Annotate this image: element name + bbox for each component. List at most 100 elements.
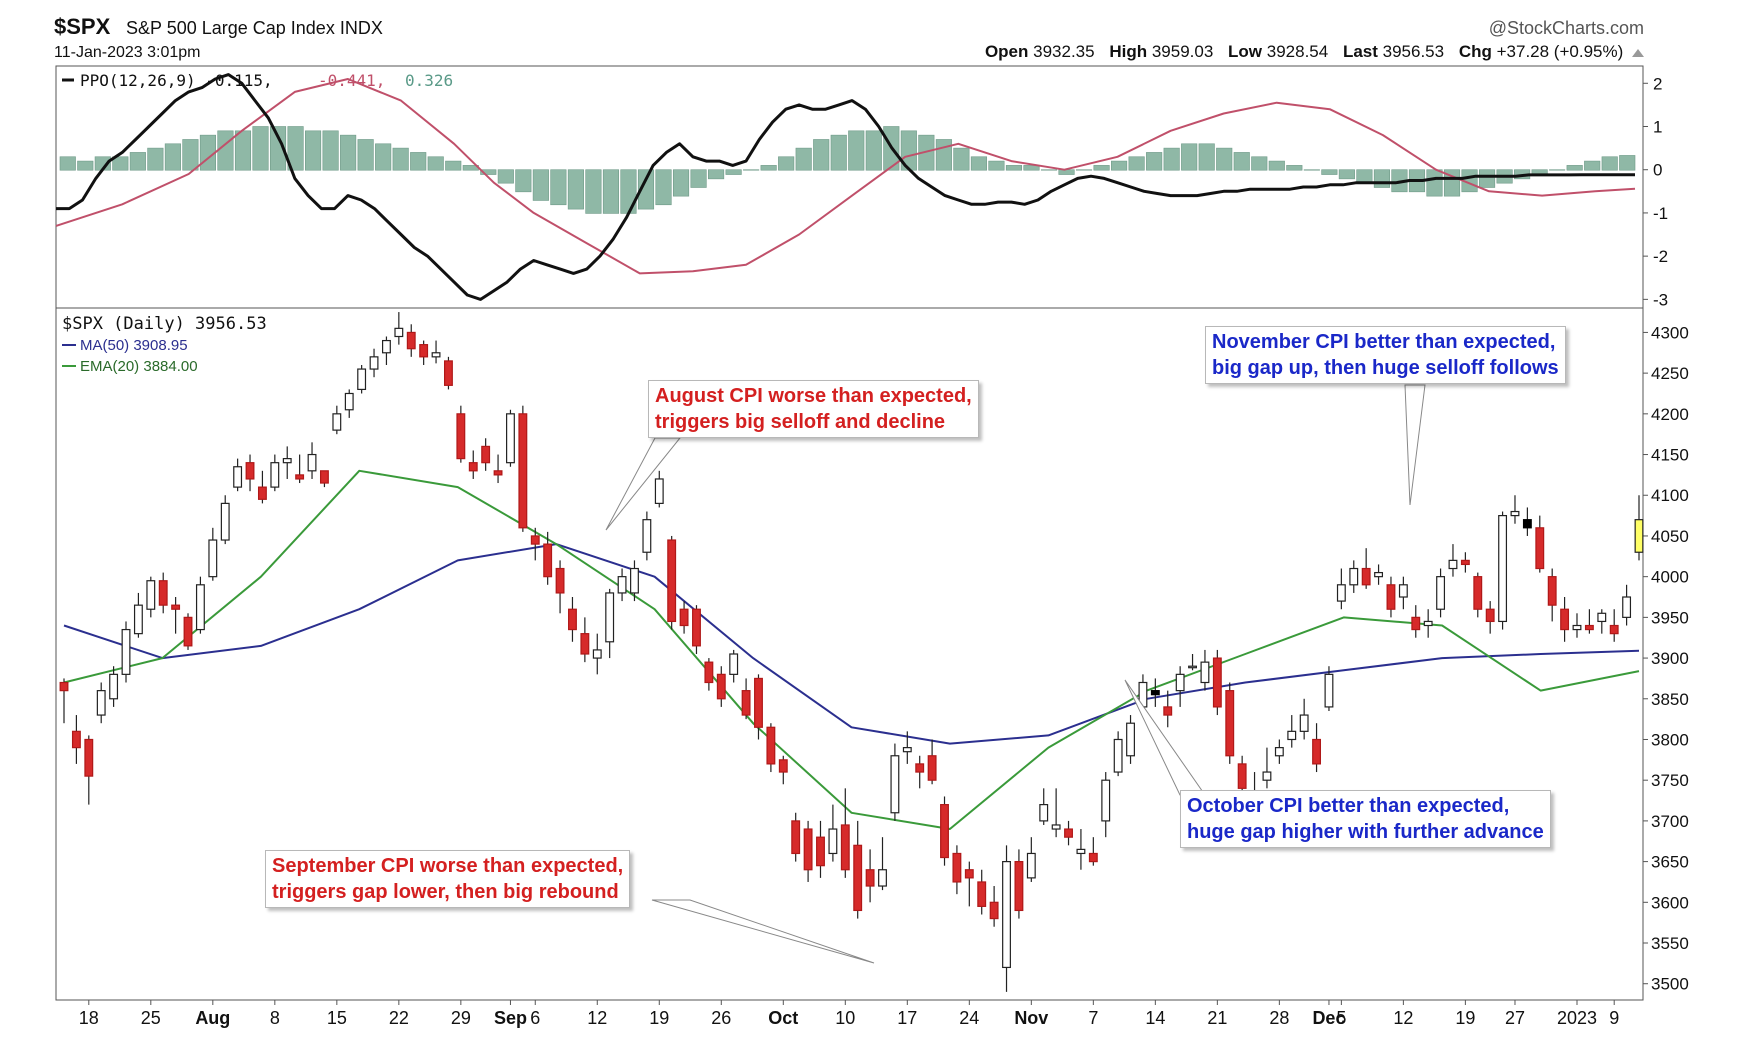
candle-body bbox=[568, 608, 577, 631]
x-tick-label: Aug bbox=[195, 1008, 230, 1028]
candle bbox=[902, 731, 912, 764]
candle bbox=[357, 364, 367, 394]
candle-body bbox=[1101, 779, 1111, 822]
candle bbox=[158, 572, 168, 614]
candle-body bbox=[890, 755, 900, 814]
x-tick-label: 15 bbox=[327, 1008, 347, 1028]
candle-body bbox=[1039, 804, 1049, 822]
candle-body bbox=[444, 360, 453, 386]
candle bbox=[493, 454, 503, 484]
candle bbox=[1287, 715, 1297, 748]
candle-body bbox=[1361, 567, 1371, 586]
ppo-histogram-bar bbox=[743, 169, 760, 171]
ppo-histogram-bar bbox=[1233, 152, 1250, 171]
candle bbox=[679, 601, 689, 634]
candle bbox=[1473, 572, 1483, 618]
candle-body bbox=[642, 519, 652, 553]
candle-body bbox=[729, 653, 739, 675]
candle-body bbox=[865, 869, 875, 887]
candle bbox=[1312, 723, 1322, 773]
candle-body bbox=[704, 661, 714, 684]
x-tick-label: 22 bbox=[389, 1008, 409, 1028]
candle-body bbox=[915, 763, 925, 773]
ppo-histogram-bar bbox=[217, 130, 234, 171]
candle-body bbox=[220, 502, 230, 541]
ppo-histogram-bar bbox=[182, 139, 199, 171]
candle bbox=[853, 820, 863, 919]
ppo-histogram-bar bbox=[550, 169, 567, 206]
ppo-histogram-bar bbox=[830, 134, 847, 171]
candle bbox=[1560, 597, 1570, 642]
candle-body bbox=[357, 368, 367, 391]
x-tick-label: 8 bbox=[270, 1008, 280, 1028]
ppo-histogram-bar bbox=[672, 169, 690, 197]
candle-body bbox=[59, 681, 69, 692]
x-tick-label: 28 bbox=[1269, 1008, 1289, 1028]
candle-body bbox=[307, 453, 317, 472]
candle-body bbox=[456, 413, 466, 460]
price-y-tick-label: 3950 bbox=[1651, 608, 1689, 627]
candle-body bbox=[319, 470, 329, 484]
candle bbox=[1101, 772, 1111, 838]
candle-body bbox=[828, 828, 838, 855]
x-tick-label: 12 bbox=[1393, 1008, 1413, 1028]
candle-body bbox=[580, 633, 590, 655]
annotation-november-cpi: November CPI better than expected, big g… bbox=[1205, 326, 1566, 384]
candle bbox=[1584, 609, 1594, 634]
candle bbox=[1014, 849, 1024, 919]
candle bbox=[1572, 613, 1582, 638]
candle-body bbox=[146, 580, 156, 610]
candle-body bbox=[803, 828, 813, 871]
candle-body bbox=[1547, 576, 1557, 606]
candle bbox=[865, 849, 875, 903]
candle-body bbox=[344, 392, 354, 411]
ppo-histogram-bar bbox=[1426, 169, 1443, 197]
ppo-legend-text: PPO(12,26,9) -0.115, bbox=[80, 71, 273, 90]
chart-description: S&P 500 Large Cap Index INDX bbox=[126, 18, 383, 38]
candle-body bbox=[1374, 571, 1384, 578]
candle bbox=[716, 666, 726, 707]
ppo-histogram-bar bbox=[953, 147, 970, 171]
candle-body bbox=[667, 539, 677, 623]
ohlc-readout: Open 3932.35 High 3959.03 Low 3928.54 La… bbox=[985, 42, 1644, 62]
scroll-up-icon[interactable] bbox=[1632, 48, 1644, 57]
price-y-tick-label: 3700 bbox=[1651, 812, 1689, 831]
candle bbox=[257, 470, 267, 504]
candle bbox=[1349, 560, 1359, 593]
ema20-legend-text: EMA(20) 3884.00 bbox=[80, 358, 198, 375]
candle-body bbox=[1188, 665, 1197, 669]
candle-body bbox=[605, 592, 615, 643]
candle-body bbox=[84, 738, 94, 777]
candle bbox=[506, 409, 515, 467]
open-value: 3932.35 bbox=[1033, 42, 1095, 61]
candle-body bbox=[617, 576, 627, 594]
candle-body bbox=[1200, 661, 1210, 684]
candle-body bbox=[1237, 763, 1247, 789]
candle bbox=[1188, 654, 1197, 671]
candle-body bbox=[406, 331, 416, 350]
candle bbox=[977, 869, 987, 915]
annotation-august-cpi: August CPI worse than expected, triggers… bbox=[648, 380, 979, 438]
ppo-histogram-bar bbox=[1549, 169, 1566, 171]
candle bbox=[406, 324, 416, 357]
candle-body bbox=[840, 824, 850, 871]
candle bbox=[1088, 837, 1098, 866]
candle-body bbox=[654, 478, 664, 504]
x-tick-label: 7 bbox=[1088, 1008, 1098, 1028]
candle bbox=[1374, 564, 1384, 585]
candle-body bbox=[878, 869, 887, 887]
candle bbox=[791, 812, 801, 862]
candle bbox=[530, 527, 540, 561]
ppo-histogram-bar bbox=[445, 160, 462, 171]
candle bbox=[208, 527, 218, 581]
candle bbox=[1597, 609, 1607, 634]
ppo-y-tick-label: 1 bbox=[1653, 118, 1662, 137]
candle bbox=[1274, 739, 1284, 764]
candle-body bbox=[555, 567, 565, 594]
candle bbox=[555, 560, 565, 614]
candle-body bbox=[1436, 576, 1446, 610]
price-y-tick-label: 3750 bbox=[1651, 771, 1689, 790]
ppo-histogram-bar bbox=[1111, 160, 1128, 171]
candle-body bbox=[1287, 730, 1297, 741]
candle bbox=[1460, 552, 1470, 573]
